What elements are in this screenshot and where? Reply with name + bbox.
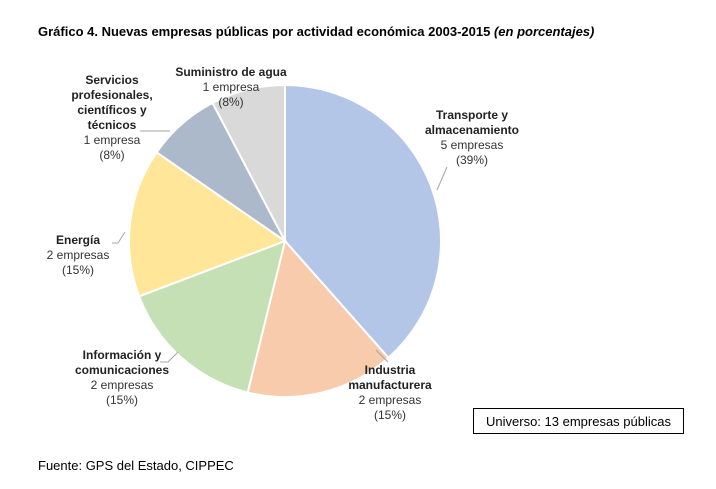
slice-label-name: profesionales,: [71, 88, 152, 102]
leader-line-1: [436, 166, 448, 191]
source-note: Fuente: GPS del Estado, CIPPEC: [38, 458, 234, 473]
leader-lines: [112, 130, 448, 363]
slice-labels: Transporte y almacenamiento 5 empresas (39%…: [47, 65, 519, 422]
slice-label-name: Suministro de agua: [175, 65, 287, 79]
pie-slice-3: [137, 239, 287, 394]
slice-label-percent: (8%): [99, 148, 124, 162]
slice-label-count: 2 empresas: [359, 393, 422, 407]
slice-label-name: Información y: [83, 348, 162, 362]
slice-label-5: Servicios profesionales, científicos y técn…: [71, 73, 152, 162]
slice-label-percent: (15%): [106, 393, 138, 407]
slice-label-name: manufacturera: [348, 378, 432, 392]
slice-label-count: 5 empresas: [441, 138, 504, 152]
slice-label-name: Energía: [56, 233, 100, 247]
slice-label-name: científicos y: [77, 103, 147, 117]
slice-label-percent: (15%): [62, 263, 94, 277]
leader-line-4: [112, 231, 126, 244]
universe-box: Universo: 13 empresas públicas: [473, 408, 684, 434]
pie-slices: [128, 83, 443, 398]
slice-label-count: 2 empresas: [47, 248, 110, 262]
pie-slice-6: [211, 83, 286, 242]
slice-label-6: Suministro de agua 1 empresa (8%): [175, 65, 287, 109]
slice-label-name: almacenamiento: [425, 123, 519, 137]
chart-title-main: Gráfico 4. Nuevas empresas públicas por …: [38, 24, 491, 39]
slice-label-1: Transporte y almacenamiento 5 empresas (39%…: [425, 108, 519, 167]
slice-label-name: Servicios: [85, 73, 139, 87]
slice-label-4: Energía 2 empresas (15%): [47, 233, 110, 277]
slice-label-count: 1 empresa: [203, 80, 260, 94]
chart-title-italic: (en porcentajes): [493, 24, 595, 39]
slice-label-2: Industria manufacturera 2 empresas (15%): [348, 363, 432, 422]
leader-line-2: [375, 349, 389, 363]
slice-label-count: 1 empresa: [84, 133, 141, 147]
chart-title: Gráfico 4. Nuevas empresas públicas por …: [38, 24, 594, 39]
leader-line-3: [160, 351, 179, 363]
slice-label-name: técnicos: [88, 118, 137, 132]
slice-label-count: 2 empresas: [91, 378, 154, 392]
slice-label-name: comunicaciones: [75, 363, 169, 377]
pie-slice-1: [284, 83, 443, 360]
slice-label-3: Información y comunicaciones 2 empresas (15…: [75, 348, 169, 407]
slice-label-percent: (8%): [218, 95, 243, 109]
slice-label-name: Industria: [365, 363, 416, 377]
pie-slice-2: [246, 238, 390, 398]
pie-slice-4: [128, 150, 288, 298]
slice-label-percent: (15%): [374, 408, 406, 422]
slice-label-name: Transporte y: [436, 108, 508, 122]
slice-label-percent: (39%): [456, 153, 488, 167]
